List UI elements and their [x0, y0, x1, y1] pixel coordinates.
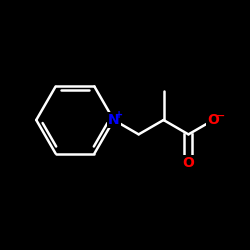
- Text: N: N: [108, 113, 120, 127]
- Text: O: O: [208, 113, 219, 127]
- Text: +: +: [115, 110, 123, 120]
- Text: O: O: [182, 156, 194, 170]
- Text: −: −: [216, 111, 225, 121]
